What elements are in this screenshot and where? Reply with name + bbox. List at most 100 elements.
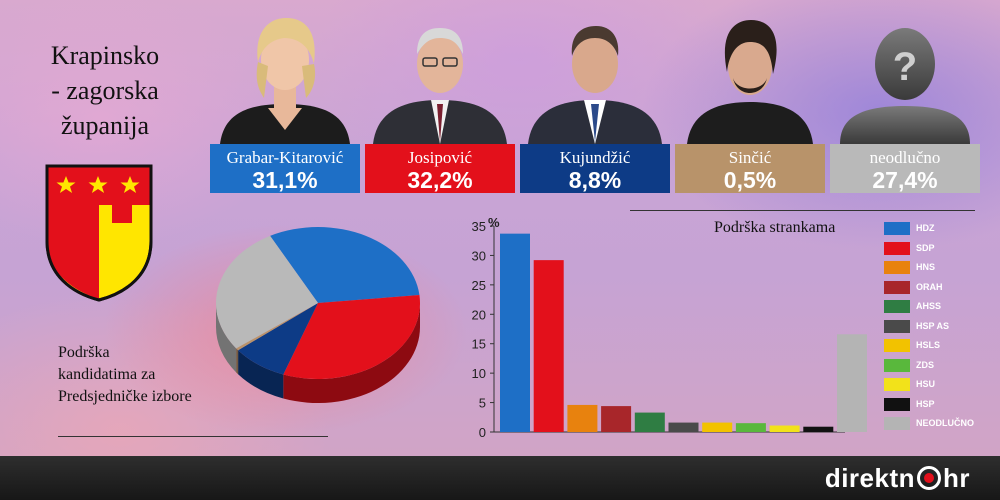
bar-orah: [601, 406, 632, 432]
region-title-line3: županija: [60, 111, 150, 140]
bar-ahss: [634, 412, 665, 432]
pie-title-line2: kandidatima za: [58, 366, 156, 383]
bar-sdp: [533, 260, 564, 432]
candidate-photo-josipovic: [373, 28, 507, 144]
pie-chart-title: Podrška kandidatima za Predsjedničke izb…: [58, 342, 192, 408]
legend-label: ZDS: [916, 359, 934, 370]
legend-swatch: [884, 397, 910, 411]
bar-hdz: [500, 233, 530, 432]
pie-slice-side: [216, 303, 237, 373]
legend-label: HNS: [916, 262, 936, 272]
pie-title-line1: Podrška: [58, 344, 110, 361]
pie-chart: [216, 227, 420, 403]
y-tick-label: 5: [479, 396, 486, 411]
candidate-percent: 8,8%: [568, 167, 622, 193]
y-tick-label: 10: [472, 366, 486, 381]
candidate-name: neodlučno: [869, 148, 941, 167]
divider-line: [58, 436, 328, 437]
region-title-line1: Krapinsko: [50, 41, 160, 70]
footer-bar: [0, 456, 1000, 500]
candidate-photo-sincic: [687, 20, 813, 144]
candidate-percent: 0,5%: [723, 167, 777, 193]
legend-swatch: [884, 280, 910, 294]
legend-swatch: [884, 378, 910, 391]
legend-item-orah: ORAH: [884, 280, 984, 295]
bar-hsu: [769, 425, 800, 432]
pie-slice-neodlu-no: [216, 235, 318, 349]
bar-hsp-as: [668, 422, 699, 432]
legend-swatch: [884, 222, 910, 235]
candidate-card-josipovic: Josipović 32,2%: [365, 144, 515, 193]
legend-item-neodlu-no: NEODLUČNO: [884, 417, 984, 431]
legend-label: SDP: [916, 242, 935, 253]
legend-item-zds: ZDS: [884, 358, 984, 373]
at-icon: [917, 466, 941, 490]
legend-label: NEODLUČNO: [916, 418, 974, 428]
legend-label: ORAH: [916, 281, 943, 292]
pie-slice-side: [238, 350, 284, 399]
candidate-percent: 31,1%: [252, 167, 318, 193]
pie-slice-side: [283, 303, 420, 403]
legend-item-hsp: HSP: [884, 397, 984, 412]
pie-slice-sin-i-: [236, 303, 318, 351]
legend-item-hdz: HDZ: [884, 222, 984, 236]
unknown-mark: ?: [893, 45, 917, 89]
legend-swatch: [884, 241, 910, 255]
y-tick-label: 20: [472, 307, 486, 322]
legend-item-hsu: HSU: [884, 378, 984, 392]
legend-item-ahss: AHSS: [884, 300, 984, 314]
bar-chart-title: Podrška strankama: [714, 219, 836, 236]
y-tick-label: 30: [472, 248, 486, 263]
legend-swatch: [884, 417, 910, 430]
legend-swatch: [884, 319, 910, 333]
candidate-name: Josipović: [407, 148, 473, 167]
legend-swatch: [884, 358, 910, 372]
candidate-card-grabar-kitarovic: Grabar-Kitarović 31,1%: [210, 144, 360, 193]
candidate-percent: 27,4%: [872, 167, 938, 193]
candidate-photo-grabar-kitarovic: [220, 18, 350, 144]
legend-label: HSP AS: [916, 320, 950, 331]
y-tick-label: 25: [472, 278, 486, 293]
pie-title-line3: Predsjedničke izbore: [58, 388, 192, 405]
candidate-card-kujundzic: Kujundžić 8,8%: [520, 144, 670, 193]
bar-hns: [567, 404, 598, 432]
brand-part1: direktn: [824, 463, 915, 493]
legend-label: HSU: [916, 379, 936, 389]
y-tick-label: 0: [479, 425, 486, 440]
divider-line: [630, 210, 975, 211]
y-unit-label: %: [488, 215, 500, 230]
bar-hsp: [803, 426, 834, 432]
legend-label: HSLS: [916, 340, 941, 350]
candidate-name: Sinčić: [728, 148, 772, 167]
y-tick-label: 15: [472, 337, 486, 352]
pie-slice-josipovi-: [283, 295, 420, 379]
unknown-person-icon: ?: [840, 28, 970, 144]
pie-slice-grabar-kitarovi-: [270, 227, 420, 303]
legend-swatch: [884, 300, 910, 313]
legend-item-hsp-as: HSP AS: [884, 319, 984, 334]
region-title: Krapinsko - zagorska županija: [30, 38, 180, 143]
candidate-percent: 32,2%: [407, 167, 473, 193]
legend-swatch: [884, 339, 910, 352]
legend-label: HSP: [916, 398, 935, 409]
candidate-name: Kujundžić: [559, 148, 631, 167]
brand-part2: hr: [943, 463, 970, 493]
bar-chart: 0 5 10 15 20 25 30 35%: [472, 215, 867, 440]
legend-label: HDZ: [916, 223, 935, 233]
pie-slice-side: [236, 348, 239, 375]
region-title-line2: - zagorska: [51, 76, 159, 105]
pie-slice-kujund-i-: [238, 303, 318, 375]
coat-of-arms-icon: [45, 164, 153, 302]
bar-zds: [735, 423, 766, 432]
legend-item-hsls: HSLS: [884, 339, 984, 353]
legend-label: AHSS: [916, 301, 942, 311]
brand-logo: direktn hr: [825, 463, 970, 494]
candidate-photo-kujundzic: [528, 26, 662, 144]
y-tick-label: 35: [472, 219, 486, 234]
bar-hsls: [702, 422, 733, 432]
candidate-card-sincic: Sinčić 0,5%: [675, 144, 825, 193]
legend-item-sdp: SDP: [884, 241, 984, 256]
legend-swatch: [884, 261, 910, 274]
candidate-name: Grabar-Kitarović: [226, 148, 344, 167]
bar-neodlu-no: [837, 334, 867, 432]
